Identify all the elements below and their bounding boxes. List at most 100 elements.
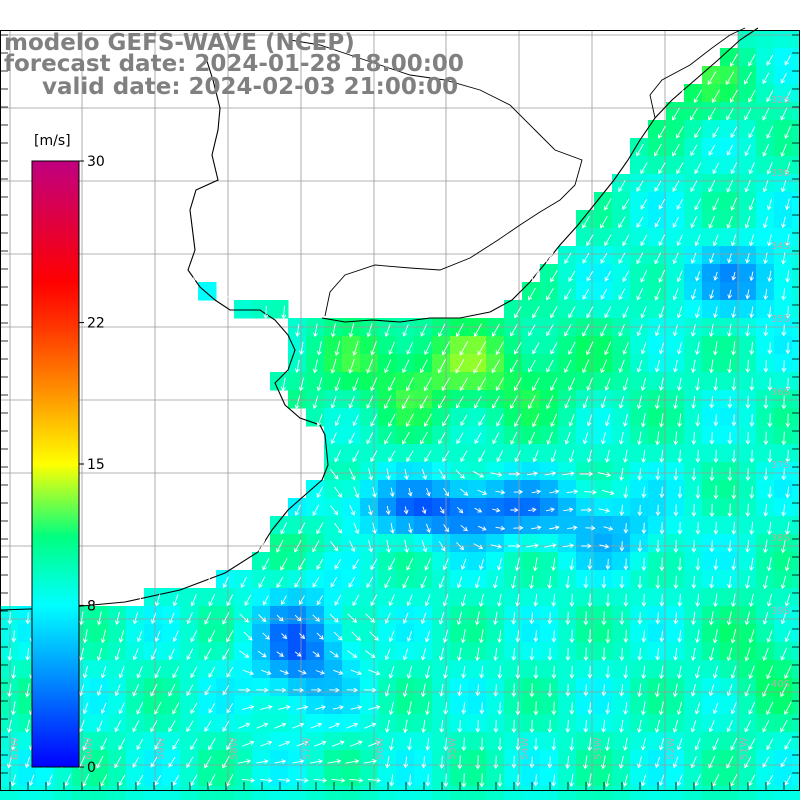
- wind-arrow: [278, 704, 291, 710]
- wind-arrow: [785, 449, 791, 463]
- wind-arrow: [421, 468, 427, 480]
- lon-label: 58W: [229, 737, 240, 760]
- wind-arrow: [676, 234, 683, 247]
- wind-arrow: [726, 755, 734, 769]
- wind-arrow: [329, 687, 340, 693]
- wind-arrow: [370, 341, 377, 356]
- wind-arrow: [258, 540, 266, 553]
- wind-arrow: [316, 414, 323, 427]
- wind-arrow: [346, 722, 359, 729]
- wind-arrow: [618, 755, 624, 769]
- wind-arrow: [785, 413, 791, 428]
- wind-arrow: [461, 773, 467, 788]
- wind-arrow: [619, 576, 625, 589]
- lon-label: 54W: [520, 737, 531, 760]
- wind-arrow: [294, 651, 302, 657]
- wind-arrow: [690, 216, 698, 229]
- wind-arrow: [780, 647, 787, 661]
- wind-arrow: [244, 558, 252, 571]
- wind-arrow: [154, 630, 161, 643]
- wind-arrow: [438, 323, 446, 338]
- wind-arrow: [443, 737, 449, 752]
- lon-label: 61W: [10, 737, 21, 760]
- wind-arrow: [727, 540, 733, 553]
- wind-arrow: [368, 704, 381, 710]
- wind-arrow: [763, 252, 768, 265]
- wind-arrow: [223, 288, 229, 301]
- wind-arrow: [730, 702, 737, 715]
- wind-arrow: [529, 719, 535, 734]
- wind-arrow: [239, 650, 250, 658]
- wind-arrow: [403, 719, 408, 734]
- wind-arrow: [749, 306, 755, 319]
- wind-arrow: [222, 611, 230, 625]
- wind-arrow: [515, 594, 521, 607]
- wind-arrow: [515, 701, 521, 716]
- wind-arrow: [569, 593, 575, 607]
- wind-arrow: [767, 306, 773, 319]
- wind-arrow: [763, 288, 769, 301]
- wind-arrow: [583, 576, 589, 589]
- wind-arrow: [495, 489, 506, 495]
- wind-arrow: [186, 684, 194, 697]
- wind-arrow: [673, 539, 679, 553]
- wind-arrow: [767, 234, 772, 247]
- wind-arrow: [331, 777, 346, 783]
- wind-arrow: [154, 774, 162, 786]
- wind-arrow: [350, 669, 362, 676]
- wind-arrow: [136, 630, 143, 643]
- wind-arrow: [695, 485, 701, 500]
- wind-arrow: [636, 252, 644, 265]
- wind-arrow: [222, 755, 230, 769]
- wind-arrow: [513, 377, 522, 392]
- wind-arrow: [586, 773, 592, 788]
- wind-arrow: [515, 630, 521, 643]
- wind-arrow: [726, 611, 732, 626]
- wind-arrow: [257, 650, 267, 658]
- wind-arrow: [526, 471, 538, 477]
- wind-arrow: [712, 197, 720, 211]
- wind-arrow: [347, 613, 358, 623]
- wind-arrow: [676, 738, 683, 751]
- wind-arrow: [711, 89, 720, 103]
- lat-label: 36S: [771, 387, 790, 398]
- wind-arrow: [659, 522, 665, 535]
- wind-arrow: [477, 525, 487, 531]
- wind-arrow: [640, 342, 647, 355]
- wind-arrow: [278, 777, 291, 783]
- wind-arrow: [243, 631, 253, 641]
- wind-arrow: [586, 234, 594, 247]
- wind-arrow: [226, 594, 234, 607]
- wind-arrow: [186, 648, 194, 661]
- wind-arrow: [532, 557, 538, 572]
- wind-arrow: [780, 612, 787, 625]
- wind-arrow: [460, 414, 468, 427]
- wind-arrow: [460, 488, 469, 496]
- wind-arrow: [366, 395, 374, 409]
- wind-arrow: [312, 614, 320, 622]
- wind-arrow: [690, 683, 696, 697]
- colorbar-tick-label: 0: [87, 760, 96, 776]
- wind-arrow: [600, 432, 606, 445]
- wind-arrow: [100, 702, 107, 715]
- wind-arrow: [334, 522, 342, 534]
- wind-arrow: [745, 359, 751, 374]
- wind-arrow: [780, 720, 788, 733]
- wind-arrow: [767, 413, 773, 428]
- wind-arrow: [727, 323, 732, 338]
- wind-arrow: [424, 594, 431, 607]
- wind-arrow: [190, 774, 198, 787]
- wind-arrow: [677, 413, 683, 428]
- wind-arrow: [568, 306, 576, 319]
- wind-arrow: [495, 525, 506, 531]
- wind-arrow: [478, 414, 486, 427]
- wind-arrow: [208, 594, 216, 607]
- wind-arrow: [366, 432, 374, 445]
- wind-arrow: [749, 485, 755, 499]
- wind-arrow: [745, 431, 751, 445]
- wind-arrow: [132, 756, 140, 768]
- wind-arrow: [658, 306, 665, 319]
- wind-arrow: [222, 576, 229, 589]
- wind-arrow: [604, 341, 612, 356]
- wind-arrow: [745, 575, 750, 589]
